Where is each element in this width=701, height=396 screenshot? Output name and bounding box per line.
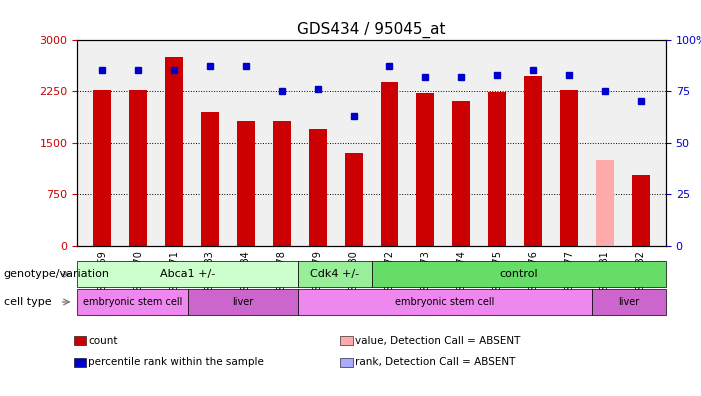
Text: percentile rank within the sample: percentile rank within the sample [88,357,264,367]
Bar [452,101,470,246]
Bar [93,90,111,246]
Text: embryonic stem cell: embryonic stem cell [83,297,182,307]
Bar [237,121,255,246]
Bar [345,153,362,246]
Text: control: control [499,269,538,279]
Text: genotype/variation: genotype/variation [4,269,109,279]
Bar [201,112,219,246]
Title: GDS434 / 95045_at: GDS434 / 95045_at [297,22,446,38]
Text: value, Detection Call = ABSENT: value, Detection Call = ABSENT [355,335,520,346]
Text: liver: liver [232,297,253,307]
Bar [488,92,506,246]
Text: Abca1 +/-: Abca1 +/- [160,269,215,279]
Bar [273,121,291,246]
Text: Cdk4 +/-: Cdk4 +/- [310,269,360,279]
Bar [596,160,614,246]
Bar [129,90,147,246]
Bar [308,129,327,246]
Bar [632,175,650,246]
Bar [165,57,183,246]
Bar [416,93,435,246]
Text: cell type: cell type [4,297,51,307]
Bar [381,82,398,246]
Text: count: count [88,335,118,346]
Text: embryonic stem cell: embryonic stem cell [395,297,495,307]
Text: liver: liver [618,297,640,307]
Text: rank, Detection Call = ABSENT: rank, Detection Call = ABSENT [355,357,515,367]
Bar [524,76,542,246]
Bar [560,90,578,246]
